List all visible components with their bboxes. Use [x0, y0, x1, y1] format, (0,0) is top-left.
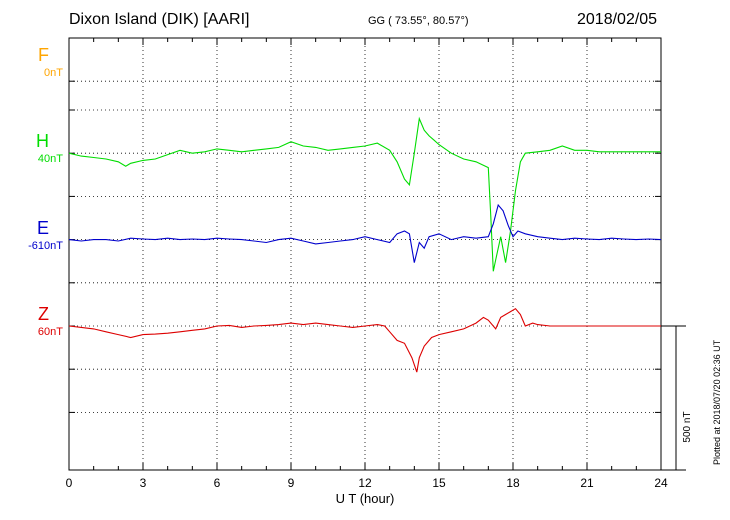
component-letter-F: F	[38, 44, 49, 65]
x-tick-label: 15	[432, 476, 446, 490]
x-tick-label: 24	[654, 476, 668, 490]
series-line-Z	[68, 307, 661, 373]
x-tick-label: 12	[358, 476, 372, 490]
x-tick-label: 0	[66, 476, 73, 490]
series-line-H	[68, 116, 661, 272]
series-lines	[68, 116, 662, 373]
x-tick-label: 21	[580, 476, 594, 490]
scale-bar-label: 500 nT	[682, 411, 693, 442]
series-line-E	[68, 203, 662, 263]
x-tick-label: 6	[214, 476, 221, 490]
plotted-timestamp: Plotted at 2018/07/20 02:36 UT	[712, 339, 722, 465]
station-coordinates: GG ( 73.55°, 80.57°)	[368, 15, 469, 27]
component-baseline-Z: 60nT	[37, 326, 63, 338]
component-letter-Z: Z	[38, 304, 49, 324]
component-letter-H: H	[36, 131, 49, 152]
component-baseline-F: 0nT	[44, 66, 63, 79]
x-tick-labels: 0 3 6 9 12 15 18 21 24	[66, 476, 668, 490]
x-axis-label: U T (hour)	[336, 491, 395, 506]
component-letter-E: E	[36, 217, 49, 238]
station-title: Dixon Island (DIK) [AARI]	[69, 11, 250, 28]
component-baseline-H: 40nT	[37, 153, 63, 166]
component-baseline-E: -610nT	[28, 239, 63, 252]
x-tick-label: 18	[506, 476, 520, 490]
x-tick-label: 3	[140, 476, 147, 490]
scale-bar	[661, 325, 686, 471]
date-label: 2018/02/05	[577, 11, 658, 28]
grid	[69, 38, 661, 470]
x-tick-label: 9	[288, 476, 295, 490]
